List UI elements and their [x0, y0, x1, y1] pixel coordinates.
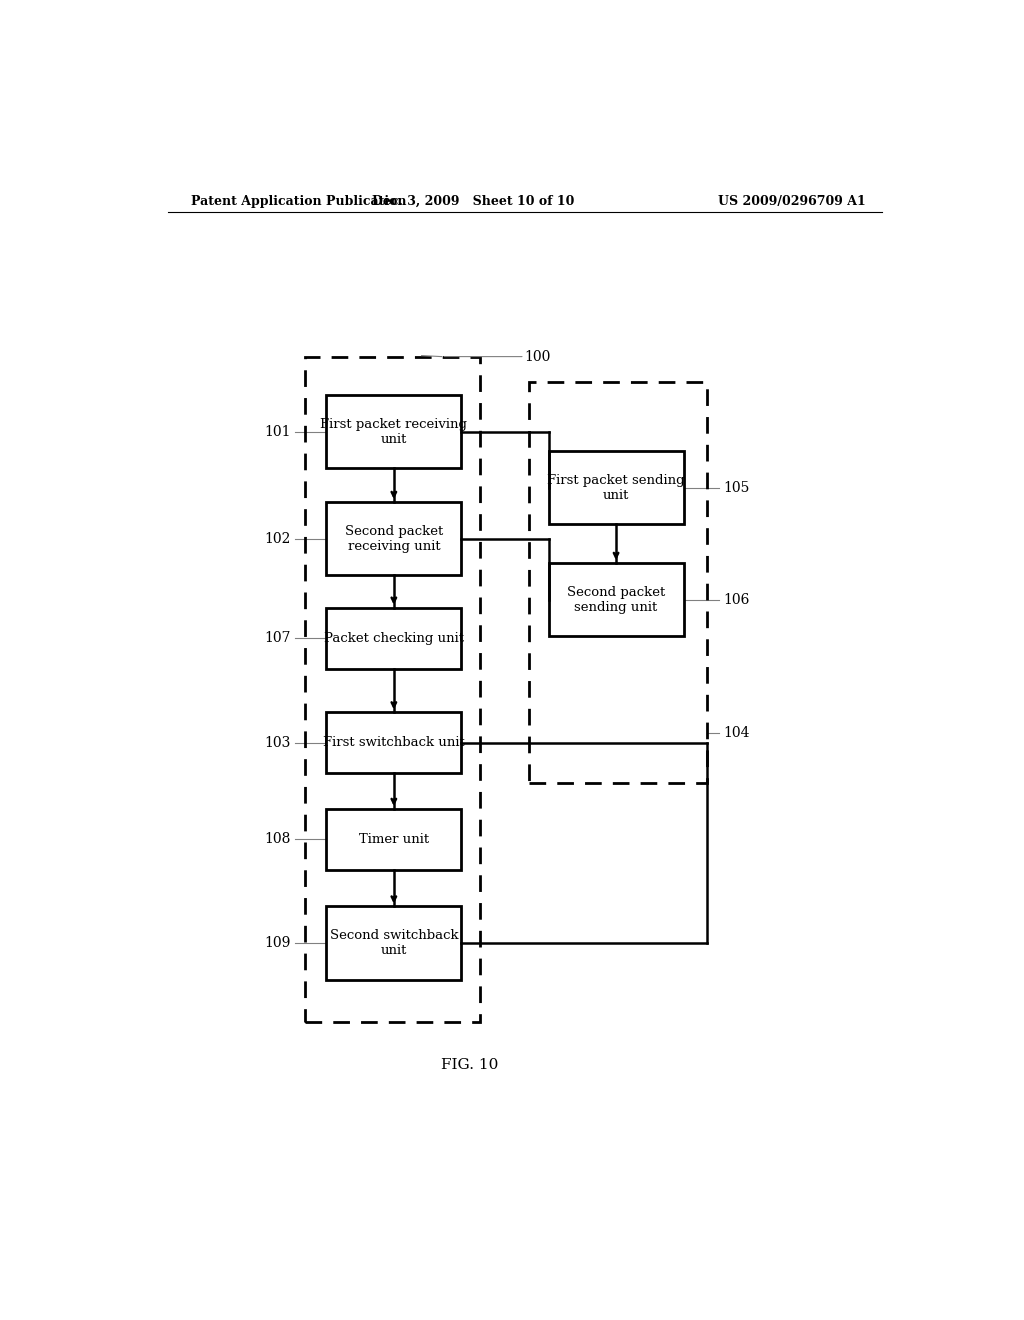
- Bar: [327, 502, 461, 576]
- Bar: [327, 907, 461, 979]
- Text: 100: 100: [524, 350, 551, 363]
- Text: 109: 109: [264, 936, 291, 950]
- Text: Second packet
receiving unit: Second packet receiving unit: [345, 524, 443, 553]
- Text: 104: 104: [723, 726, 750, 739]
- Text: FIG. 10: FIG. 10: [440, 1059, 498, 1072]
- Bar: [327, 809, 461, 870]
- Text: Dec. 3, 2009   Sheet 10 of 10: Dec. 3, 2009 Sheet 10 of 10: [372, 194, 574, 207]
- Text: Second packet
sending unit: Second packet sending unit: [567, 586, 666, 614]
- Text: Second switchback
unit: Second switchback unit: [330, 929, 458, 957]
- Bar: [327, 607, 461, 669]
- Text: First switchback unit: First switchback unit: [323, 737, 465, 750]
- Text: 101: 101: [264, 425, 291, 438]
- Text: 106: 106: [723, 593, 750, 606]
- Text: US 2009/0296709 A1: US 2009/0296709 A1: [718, 194, 866, 207]
- Text: 107: 107: [264, 631, 291, 645]
- Text: First packet sending
unit: First packet sending unit: [547, 474, 685, 502]
- Bar: [327, 713, 461, 774]
- Text: 105: 105: [723, 480, 750, 495]
- Text: Packet checking unit: Packet checking unit: [324, 632, 464, 644]
- Text: First packet receiving
unit: First packet receiving unit: [321, 418, 467, 446]
- Text: Patent Application Publication: Patent Application Publication: [191, 194, 407, 207]
- Bar: [327, 395, 461, 469]
- Bar: [305, 356, 479, 1022]
- Text: 108: 108: [264, 833, 291, 846]
- Bar: [549, 562, 684, 636]
- Bar: [528, 381, 708, 784]
- Text: Timer unit: Timer unit: [358, 833, 429, 846]
- Text: 103: 103: [264, 735, 291, 750]
- Bar: [549, 451, 684, 524]
- Text: 102: 102: [264, 532, 291, 545]
